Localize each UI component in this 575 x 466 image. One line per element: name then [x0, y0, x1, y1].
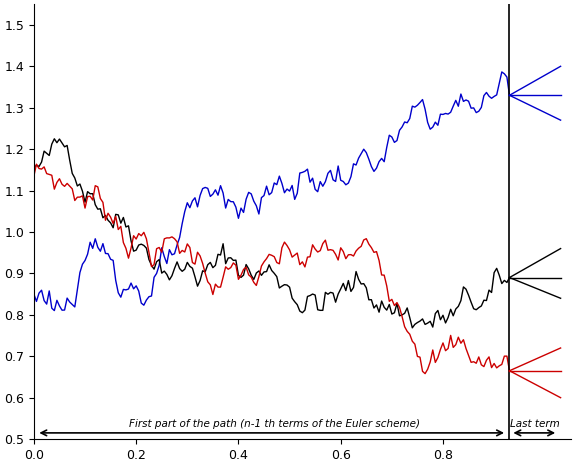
Text: Last term: Last term: [510, 419, 560, 429]
Text: First part of the path (n-1 th terms of the Euler scheme): First part of the path (n-1 th terms of …: [129, 419, 420, 429]
